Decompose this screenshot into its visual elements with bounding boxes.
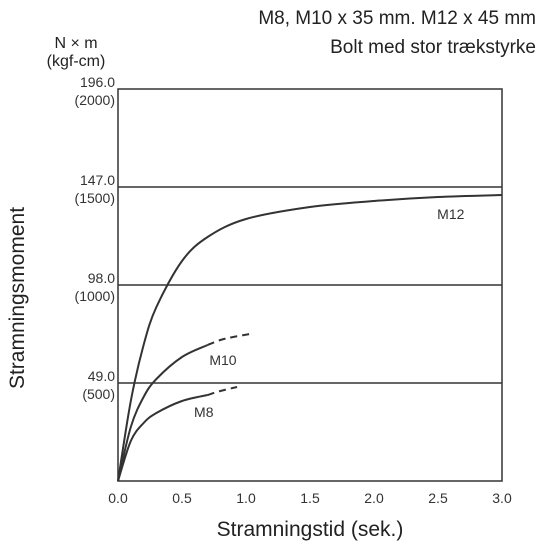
series-layer: M12 M10 M8 [117, 194, 503, 482]
x-tick-label-2: 1.0 [236, 490, 256, 506]
series-m10-line [117, 344, 209, 482]
y-tick-label-2: 147.0 [80, 172, 115, 188]
y-tick-sublabel-0: (500) [82, 386, 115, 402]
x-tick-label-6: 3.0 [492, 490, 512, 506]
series-m12-line [117, 194, 503, 482]
y-unit-label: N × m [54, 35, 97, 52]
chart-title-line-1: M8, M10 x 35 mm. M12 x 45 mm [258, 8, 536, 29]
y-unit-sub-label: (kgf-cm) [47, 53, 106, 70]
y-tick-label-3: 196.0 [80, 74, 115, 90]
series-m8-label: M8 [194, 404, 214, 420]
x-tick-label-4: 2.0 [364, 490, 384, 506]
y-tick-sublabel-2: (1500) [75, 190, 115, 206]
x-tick-label-5: 2.5 [428, 490, 448, 506]
plot-frame [117, 88, 503, 482]
y-tick-sublabel-1: (1000) [75, 288, 115, 304]
y-tick-label-0: 49.0 [88, 368, 115, 384]
series-m8-line [117, 394, 208, 482]
x-axis-title: Stramningstid (sek.) [217, 518, 404, 541]
series-m8-extrapolation [207, 386, 238, 396]
x-tick-label-0: 0.0 [108, 490, 128, 506]
y-axis-title: Stramningsmoment [6, 207, 29, 389]
series-m12-label: M12 [437, 206, 464, 222]
y-tick-label-1: 98.0 [88, 270, 115, 286]
y-tick-labels: 49.0 (500) 98.0 (1000) 147.0 (1500) 196.0 (2000… [75, 74, 116, 402]
grid-lines [118, 186, 502, 384]
x-tick-label-1: 0.5 [172, 490, 192, 506]
y-tick-sublabel-3: (2000) [75, 92, 115, 108]
chart-title-line-2: Bolt med stor trækstyrke [330, 37, 536, 58]
series-m10-label: M10 [209, 352, 236, 368]
x-tick-labels: 0.0 0.5 1.0 1.5 2.0 2.5 3.0 [108, 490, 512, 506]
x-tick-label-3: 1.5 [300, 490, 320, 506]
series-m10-extrapolation [207, 333, 251, 346]
